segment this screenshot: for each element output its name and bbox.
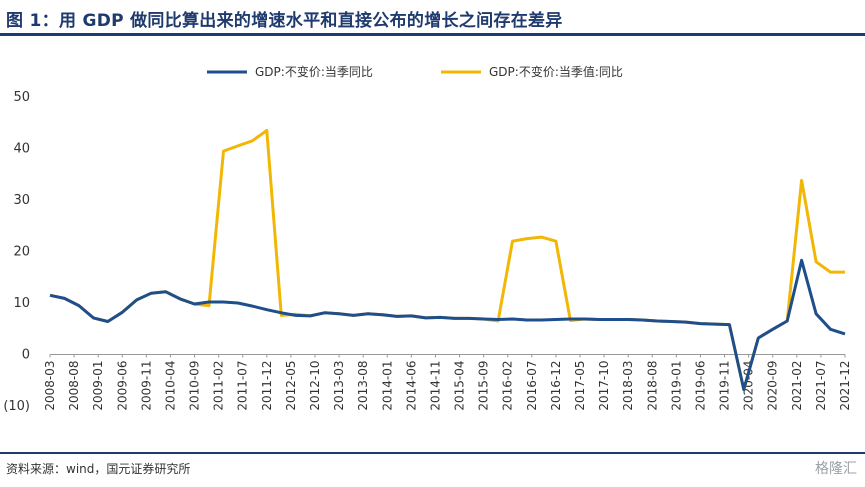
source-note: 资料来源：wind，国元证券研究所 [6, 462, 191, 476]
x-tick-label: 2020-04 [742, 361, 756, 411]
x-tick-label: 2011-12 [260, 361, 274, 411]
x-tick-label: 2018-08 [645, 361, 659, 411]
page-title: 图 1：用 GDP 做同比算出来的增速水平和直接公布的增长之间存在差异 [6, 11, 563, 31]
legend-label: GDP:不变价:当季值:同比 [489, 64, 623, 79]
y-tick-label: 40 [13, 142, 30, 157]
x-tick-label: 2010-09 [188, 361, 202, 411]
x-tick-label: 2021-02 [790, 361, 804, 411]
x-tick-label: 2013-03 [332, 361, 346, 411]
x-tick-label: 2019-11 [718, 361, 732, 411]
x-tick-label: 2014-01 [380, 361, 394, 411]
x-tick-label: 2012-05 [284, 361, 298, 411]
x-tick-label: 2011-07 [236, 361, 250, 411]
series-lines [49, 129, 846, 391]
x-tick-label: 2009-01 [91, 361, 105, 411]
x-tick-label: 2018-03 [621, 361, 635, 411]
x-tick-label: 2008-03 [43, 361, 57, 411]
x-tick-label: 2011-02 [212, 361, 226, 411]
x-tick-label: 2010-04 [163, 361, 177, 411]
footer-divider [0, 452, 865, 454]
legend-label: GDP:不变价:当季同比 [255, 64, 373, 79]
x-tick-label: 2016-02 [501, 361, 515, 411]
x-tick-label: 2019-01 [669, 361, 683, 411]
x-tick-label: 2017-05 [573, 361, 587, 411]
y-tick-label: 20 [13, 245, 30, 260]
x-tick-label: 2020-09 [766, 361, 780, 411]
x-axis: 2008-03 2008-08 2009-01 2009-06 2009-11 2010-… [43, 354, 852, 411]
y-tick-label: (10) [3, 399, 30, 414]
title-divider [0, 33, 865, 36]
x-tick-label: 2016-07 [525, 361, 539, 411]
y-tick-label: 0 [22, 348, 30, 363]
y-tick-label: 50 [13, 90, 30, 105]
chart-legend: GDP:不变价:当季同比 GDP:不变价:当季值:同比 [207, 64, 623, 79]
x-tick-label: 2014-06 [404, 361, 418, 411]
x-tick-label: 2017-10 [597, 361, 611, 411]
x-tick-label: 2021-07 [814, 361, 828, 411]
x-tick-label: 2015-09 [477, 361, 491, 411]
x-tick-label: 2009-11 [139, 361, 153, 411]
x-tick-label: 2021-12 [838, 361, 852, 411]
y-tick-label: 30 [13, 193, 30, 208]
x-tick-label: 2008-08 [67, 361, 81, 411]
x-tick-label: 2012-10 [308, 361, 322, 411]
x-tick-label: 2015-04 [453, 361, 467, 411]
series-line-quarterly-value-yoy [49, 129, 845, 391]
watermark-logo: 格隆汇 [815, 461, 857, 477]
y-axis: 50 40 30 20 10 0 (10) [3, 90, 30, 414]
x-tick-label: 2019-06 [693, 361, 707, 411]
series-line-quarterly-yoy [49, 258, 846, 391]
x-tick-label: 2013-08 [356, 361, 370, 411]
y-tick-label: 10 [13, 296, 30, 311]
x-tick-label: 2009-06 [115, 361, 129, 411]
x-tick-label: 2016-12 [549, 361, 563, 411]
x-tick-label: 2014-11 [428, 361, 442, 411]
